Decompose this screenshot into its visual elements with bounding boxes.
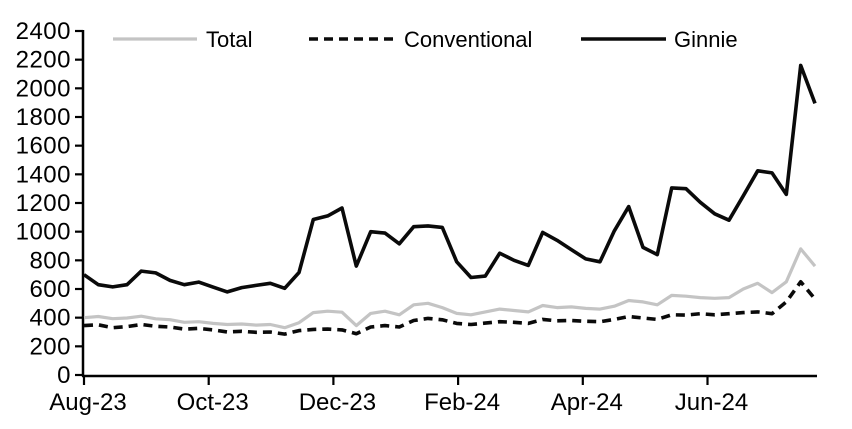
y-tick-label: 0 xyxy=(57,362,71,389)
y-tick-label: 200 xyxy=(29,333,71,360)
y-tick-label: 1000 xyxy=(16,219,71,246)
y-tick-label: 600 xyxy=(29,276,71,303)
series-line-total xyxy=(83,247,817,330)
y-tick-label: 2400 xyxy=(16,18,71,45)
legend-label-ginnie: Ginnie xyxy=(674,27,738,52)
y-tick-label: 1600 xyxy=(16,133,71,160)
x-tick-label: Aug-23 xyxy=(49,389,126,416)
y-tick-label: 1800 xyxy=(16,104,71,131)
x-tick-label: Apr-24 xyxy=(551,389,623,416)
legend-label-total: Total xyxy=(206,27,252,52)
y-tick-label: 1400 xyxy=(16,161,71,188)
series-line-ginnie xyxy=(82,63,817,294)
y-tick-label: 400 xyxy=(29,305,71,332)
x-tick-label: Dec-23 xyxy=(299,389,376,416)
y-tick-label: 800 xyxy=(29,247,71,274)
x-tick-label: Jun-24 xyxy=(675,389,748,416)
series-line-conventional xyxy=(83,279,817,336)
y-tick-label: 1200 xyxy=(16,190,71,217)
legend-label-conventional: Conventional xyxy=(404,27,532,52)
x-tick-label: Oct-23 xyxy=(177,389,249,416)
x-tick-label: Feb-24 xyxy=(424,389,500,416)
y-tick-label: 2000 xyxy=(16,75,71,102)
y-tick-label: 2200 xyxy=(16,47,71,74)
